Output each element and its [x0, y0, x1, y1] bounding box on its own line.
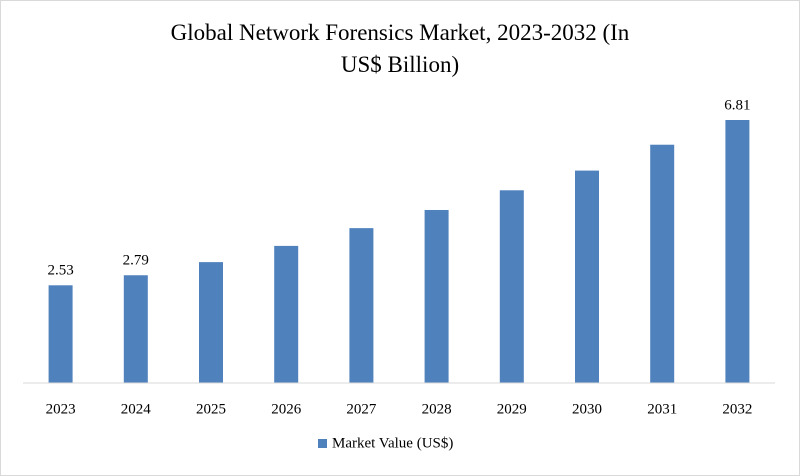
bar: [725, 120, 750, 383]
x-tick-label: 2023: [46, 401, 76, 417]
x-tick-label: 2032: [722, 401, 752, 417]
bar: [499, 190, 524, 383]
bar: [48, 285, 73, 383]
data-label: 2.79: [123, 253, 149, 269]
bar: [424, 209, 449, 383]
x-tick-label: 2029: [497, 401, 527, 417]
x-tick-label: 2024: [121, 401, 152, 417]
data-label: 2.53: [47, 263, 73, 279]
x-tick-label: 2030: [572, 401, 602, 417]
bar: [274, 245, 299, 383]
bar: [575, 170, 599, 383]
x-tick-label: 2026: [271, 401, 302, 417]
bar: [650, 144, 675, 383]
bar: [349, 228, 374, 383]
x-tick-label: 2028: [422, 401, 452, 417]
legend-label: Market Value (US$): [332, 435, 453, 451]
bar: [199, 262, 223, 383]
legend-swatch: [318, 439, 327, 448]
bar: [123, 275, 148, 383]
x-tick-label: 2031: [647, 401, 677, 417]
x-tick-label: 2025: [196, 401, 226, 417]
chart-title: Global Network Forensics Market, 2023-20…: [171, 20, 630, 77]
data-label: 6.81: [724, 97, 750, 113]
x-tick-label: 2027: [346, 401, 377, 417]
